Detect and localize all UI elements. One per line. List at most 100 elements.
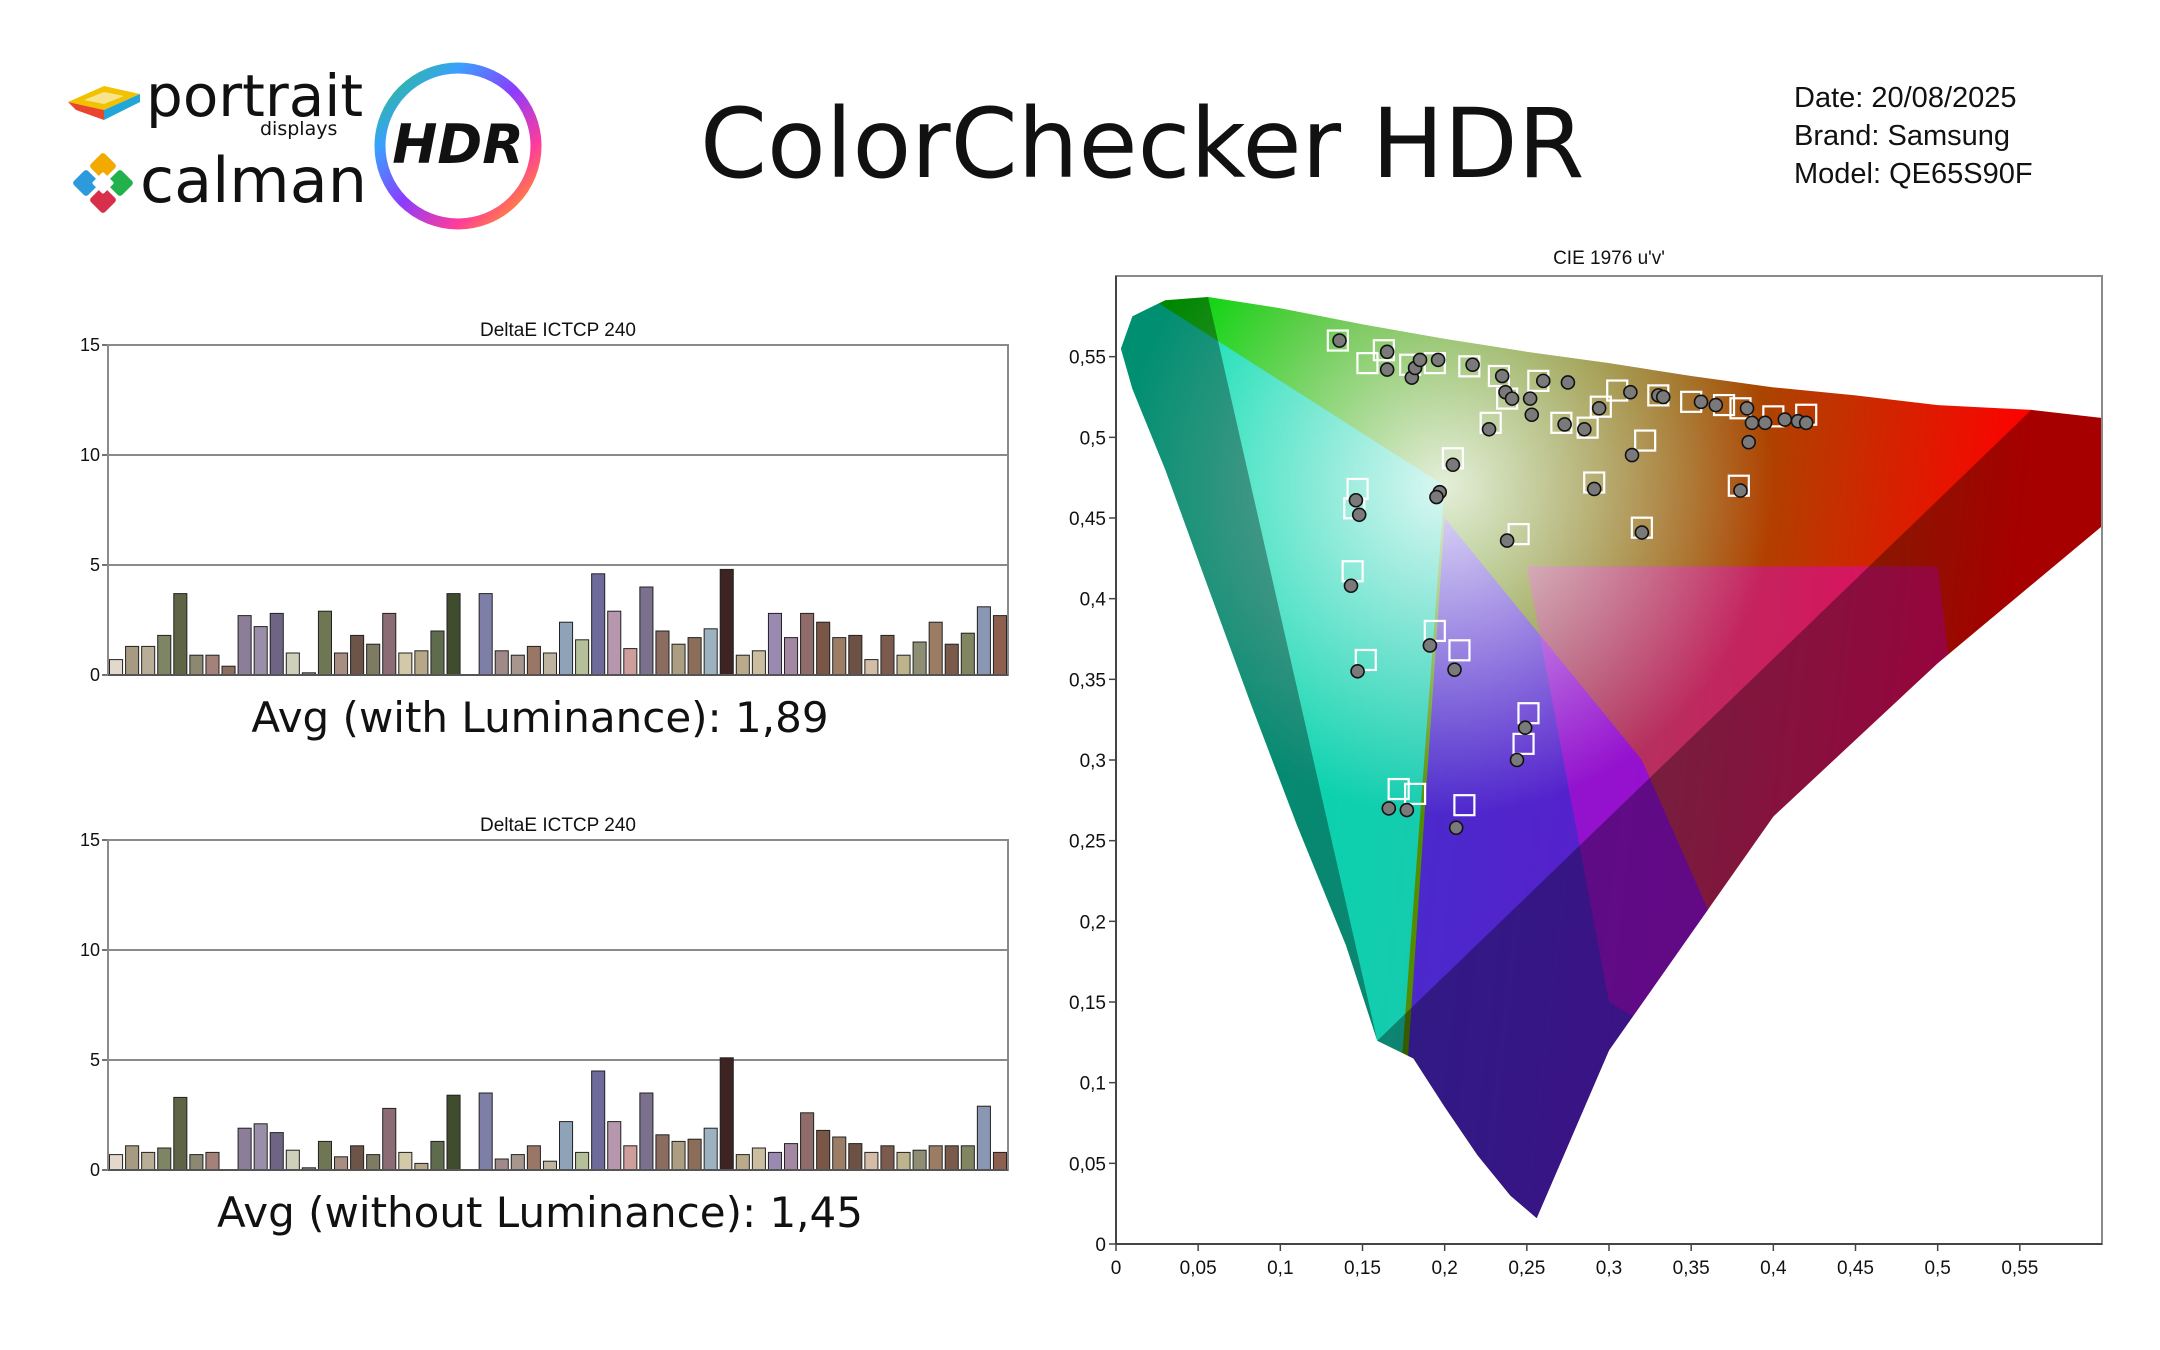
- measured-point: [1504, 391, 1520, 406]
- brand-label: Brand: Samsung: [1794, 120, 2011, 152]
- y-tick-label: 0,35: [1069, 670, 1106, 691]
- bar: [719, 568, 734, 676]
- bar: [751, 650, 766, 676]
- y-tick-label: 0,1: [1080, 1074, 1106, 1095]
- bar: [173, 1096, 188, 1171]
- hdr-badge-text: HDR: [392, 113, 524, 176]
- bar: [912, 641, 927, 676]
- bar: [205, 654, 220, 676]
- measured-point: [1379, 344, 1395, 360]
- bar: [896, 1151, 911, 1171]
- y-tick-label: 15: [80, 335, 100, 355]
- bar: [671, 1140, 686, 1171]
- measured-point: [1332, 333, 1347, 348]
- bar: [848, 1143, 863, 1171]
- target-marker: [1387, 777, 1410, 801]
- bar: [125, 645, 140, 676]
- y-tick-label: 5: [90, 1050, 100, 1070]
- target-marker: [1589, 395, 1612, 418]
- bar: [896, 654, 911, 676]
- bar: [430, 630, 445, 676]
- bar: [751, 1147, 766, 1171]
- portrait-wordmark-sub: displays: [260, 118, 338, 140]
- bar: [703, 628, 718, 676]
- bar: [607, 1121, 622, 1171]
- measured-point: [1351, 507, 1367, 523]
- deltae-bar-chart-with-luminance: DeltaE ICTCP 240 0 5 10 15: [80, 320, 1009, 685]
- x-tick-label: 0,3: [1596, 1258, 1622, 1279]
- bar: [992, 615, 1008, 676]
- bar: [735, 1154, 750, 1171]
- measured-point: [1379, 362, 1395, 377]
- bar: [703, 1127, 718, 1171]
- measured-point: [1733, 483, 1748, 498]
- x-tick-label: 0: [1111, 1258, 1122, 1279]
- bar: [510, 1154, 525, 1171]
- avg-without-luminance: Avg (without Luminance): 1,45: [217, 1188, 863, 1237]
- bar: [559, 621, 574, 676]
- bar: [623, 648, 638, 676]
- measured-point: [1445, 457, 1461, 473]
- bar: [334, 652, 349, 676]
- bar: [494, 1158, 509, 1171]
- bar: [478, 1092, 493, 1171]
- measured-point: [1623, 384, 1638, 400]
- bar: [542, 652, 557, 676]
- x-tick-label: 0,2: [1431, 1258, 1457, 1279]
- y-tick-label: 10: [80, 940, 100, 960]
- gradient-white: [1120, 296, 2102, 1219]
- y-tick-label: 0,3: [1080, 751, 1106, 772]
- target-marker: [1354, 648, 1377, 672]
- bar: [157, 634, 172, 676]
- plot-frame: [107, 839, 1009, 1171]
- avg-with-luminance: Avg (with Luminance): 1,89: [251, 693, 829, 742]
- hdr-ring-icon: [374, 62, 542, 230]
- x-tick-label: 0,35: [1673, 1258, 1710, 1279]
- measured-point: [1777, 412, 1793, 427]
- bar: [639, 1092, 654, 1171]
- bar: [607, 610, 622, 676]
- bar: [832, 637, 847, 676]
- y-tick-label: 10: [80, 445, 100, 465]
- calman-logo-icon: [73, 153, 133, 213]
- measured-point: [1381, 801, 1397, 816]
- bar: [944, 1145, 959, 1171]
- bar: [880, 1145, 895, 1171]
- bar: [575, 1151, 590, 1171]
- bar: [880, 634, 895, 676]
- page-title: ColorChecker HDR: [700, 88, 1585, 200]
- bar-chart-title: DeltaE ICTCP 240: [480, 320, 636, 341]
- measured-point: [1693, 394, 1709, 410]
- y-tick-label: 0,15: [1069, 993, 1106, 1014]
- bar: [767, 612, 783, 676]
- target-marker: [1448, 639, 1471, 662]
- bar: [542, 1160, 557, 1171]
- bar: [430, 1140, 445, 1171]
- bar: [398, 1151, 413, 1171]
- bar: [414, 650, 429, 676]
- measured-point: [1447, 662, 1462, 677]
- date-label: Date: 20/08/2025: [1794, 82, 2017, 114]
- bar: [816, 621, 831, 676]
- measured-point: [1494, 368, 1510, 384]
- cie-color-fill: [1120, 296, 2102, 1219]
- bar: [350, 634, 365, 676]
- bar: [832, 1136, 847, 1171]
- bar: [526, 645, 541, 676]
- bar: [928, 1145, 943, 1171]
- y-tick-label: 0: [90, 1160, 100, 1180]
- measured-point: [1517, 720, 1533, 736]
- x-tick-label: 0,45: [1837, 1258, 1874, 1279]
- bar: [350, 1145, 365, 1171]
- y-tick-label: 15: [80, 830, 100, 850]
- x-tick-label: 0,25: [1508, 1258, 1545, 1279]
- measured-point: [1634, 525, 1650, 540]
- y-tick-label: 0,55: [1069, 348, 1106, 369]
- cie-locus-group: [1120, 296, 2102, 1219]
- y-tick-label: 5: [90, 555, 100, 575]
- y-tick-label: 0,4: [1080, 590, 1107, 611]
- measured-point: [1348, 492, 1364, 508]
- measured-point: [1624, 447, 1640, 463]
- measured-point: [1591, 400, 1607, 416]
- bar: [269, 1132, 284, 1171]
